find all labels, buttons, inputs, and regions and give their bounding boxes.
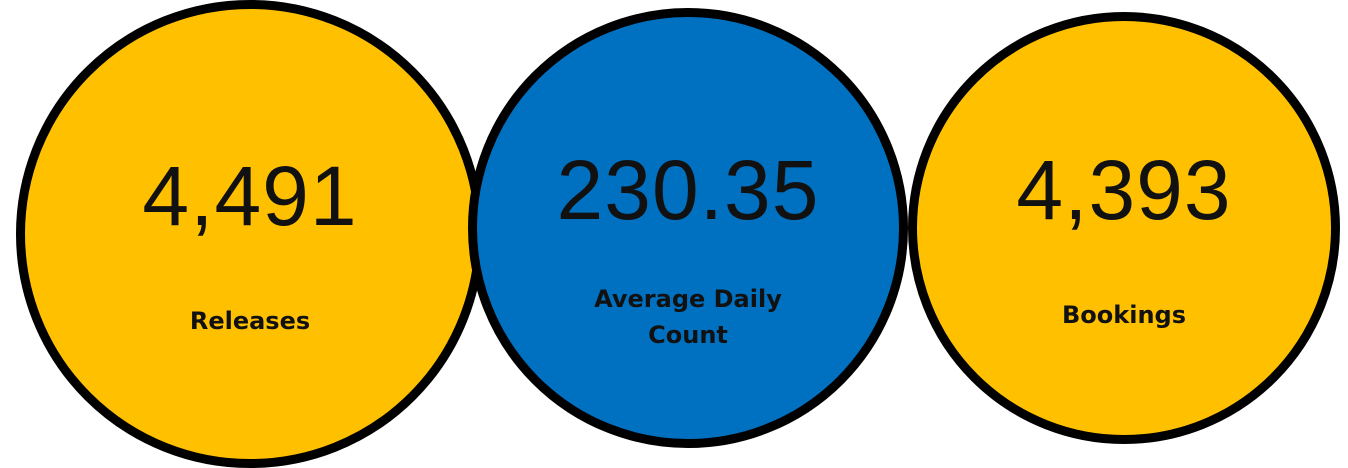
kpi-circle: 230.35 Average Daily Count: [468, 8, 908, 448]
kpi-label: Average Daily Count: [594, 285, 782, 349]
kpi-label: Bookings: [1061, 301, 1186, 329]
kpi-circle: 4,393 Bookings: [908, 12, 1340, 444]
kpi-circle: 4,491 Releases: [16, 0, 484, 468]
kpi-value: 4,491: [142, 149, 358, 243]
kpi-label: Releases: [189, 307, 311, 335]
kpi-page: 4,491 Releases 230.35 Average Daily Count 4,…: [16, 0, 1340, 468]
kpi-value: 4,393: [1016, 143, 1232, 237]
kpi-value: 230.35: [556, 143, 820, 237]
